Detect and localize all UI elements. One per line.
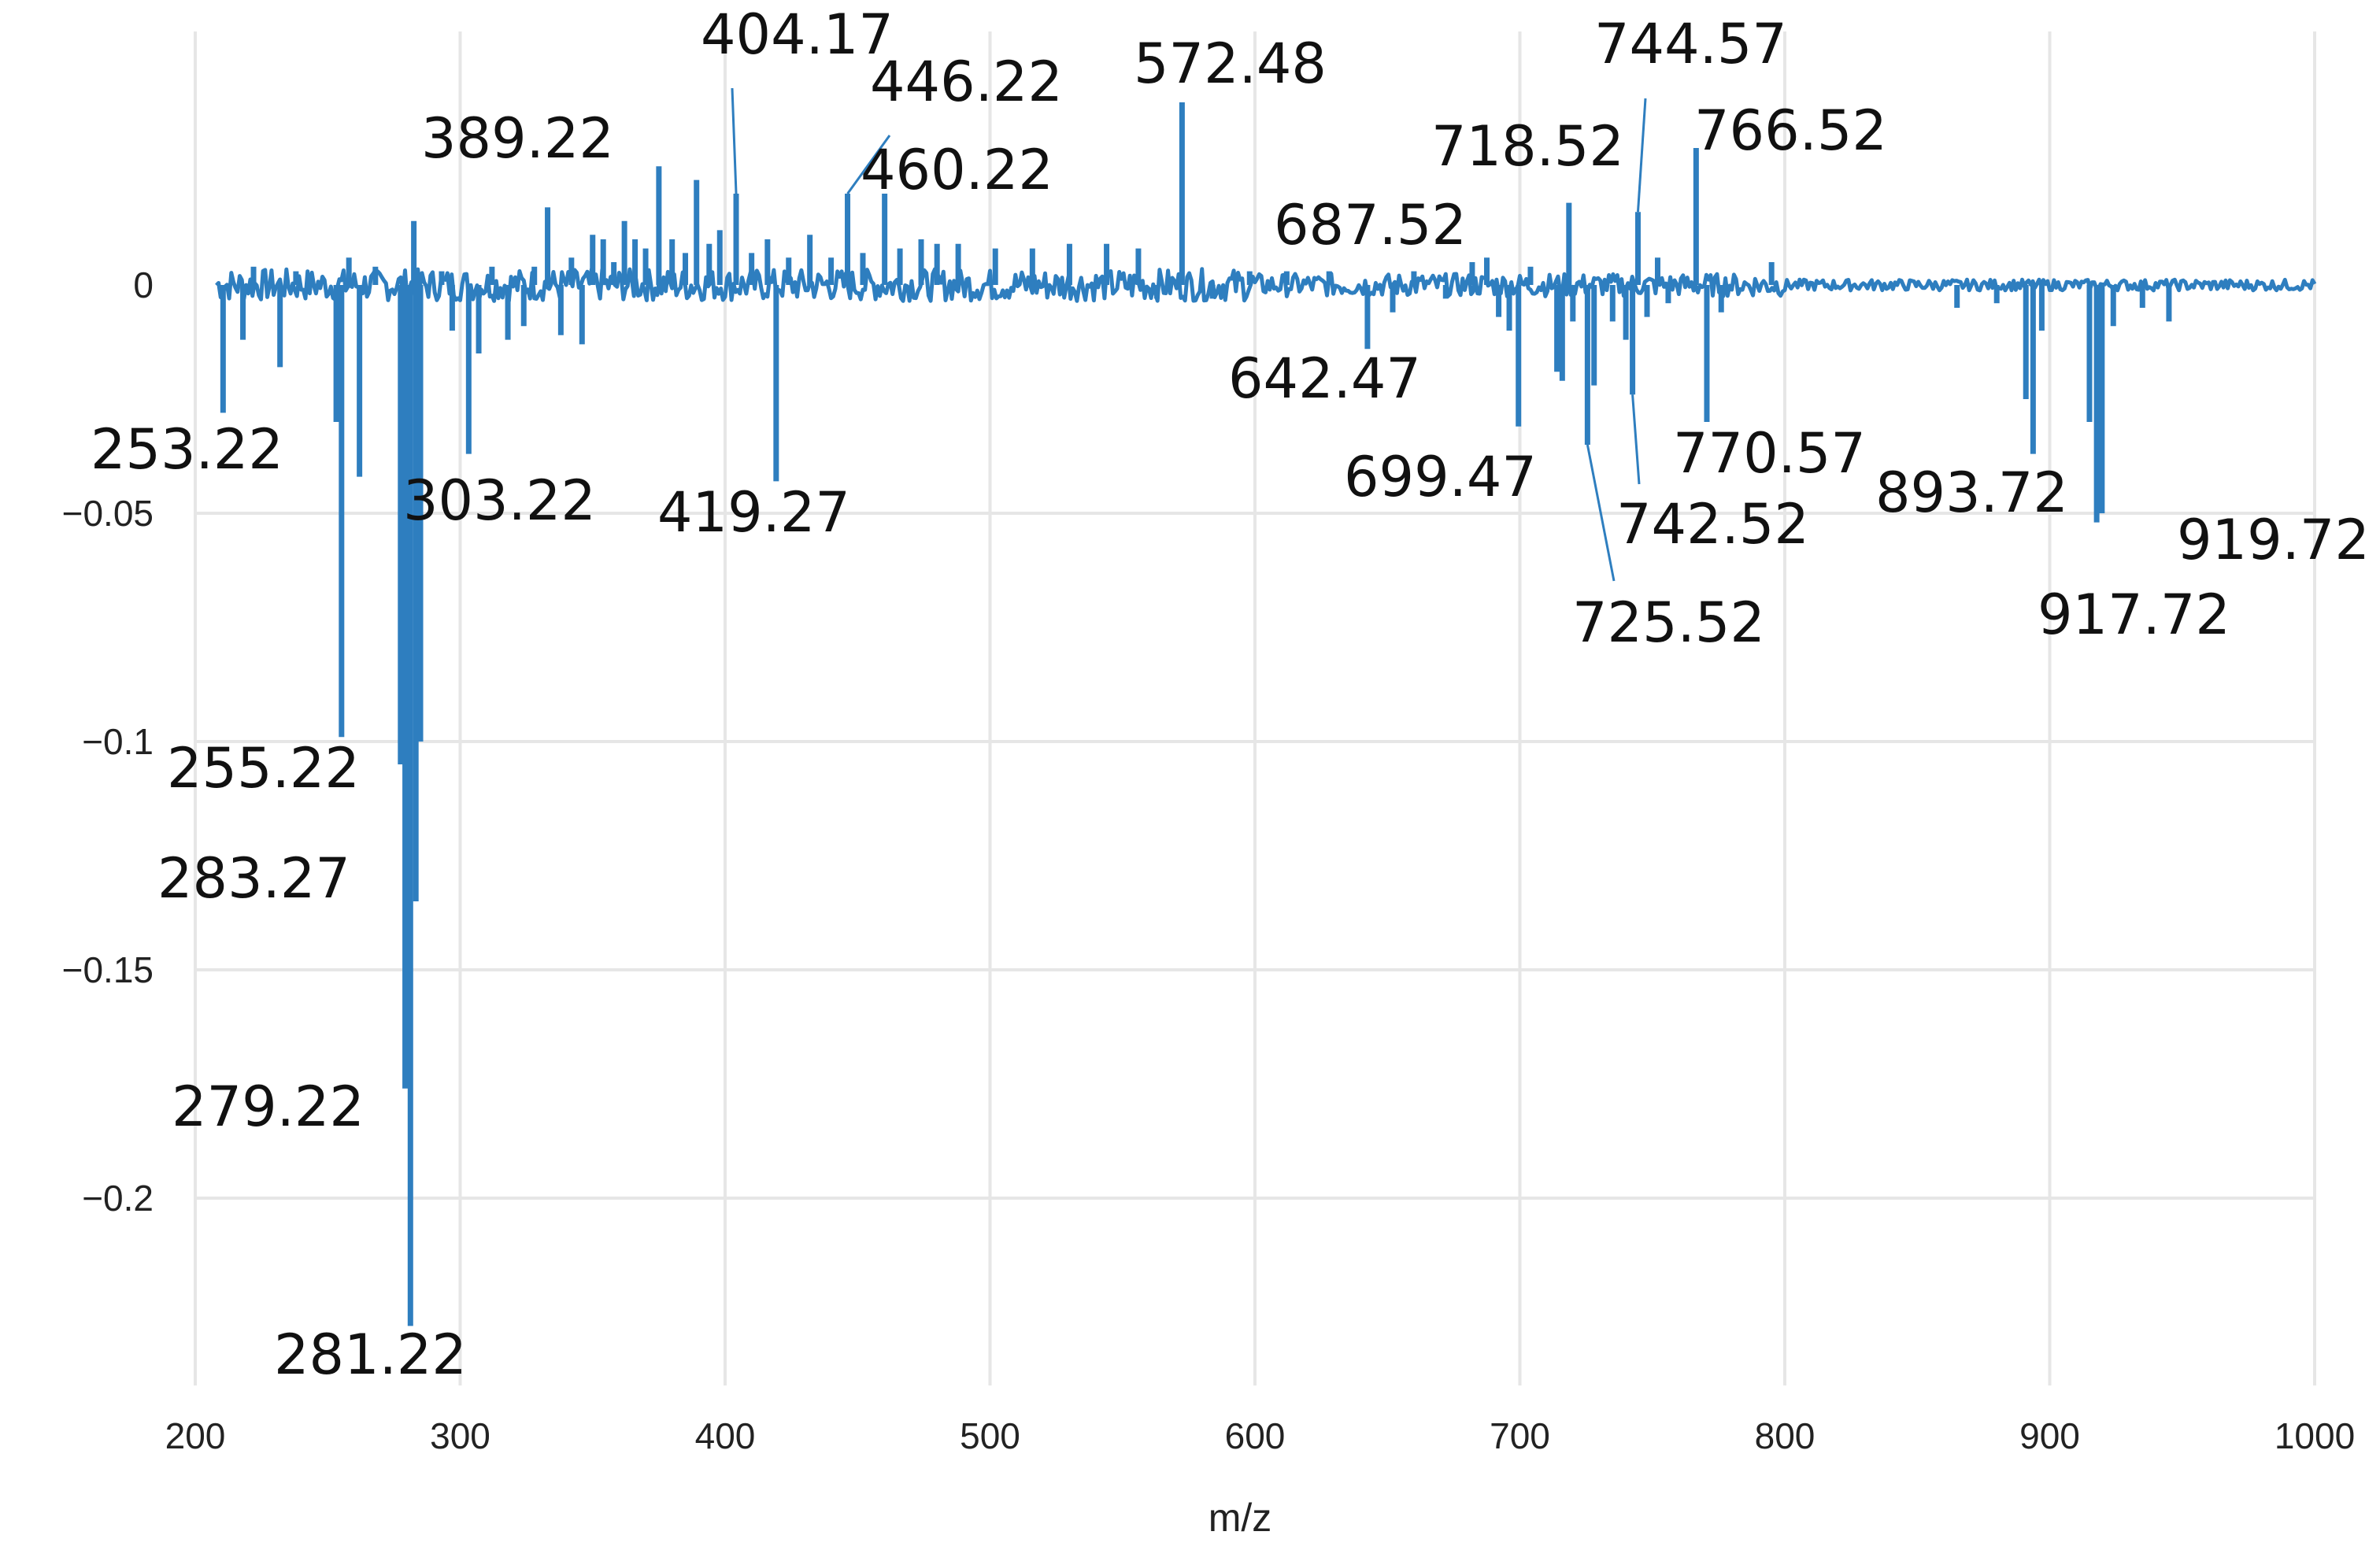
x-tick-label: 500 (960, 1415, 1020, 1456)
x-tick-label: 200 (165, 1415, 226, 1456)
y-axis-ticks: 0 −0.05 −0.1 −0.15 −0.2 (62, 264, 154, 1219)
peak-label: 419.27 (657, 480, 850, 545)
x-tick-label: 1000 (2275, 1415, 2355, 1456)
peak-label: 766.52 (1694, 98, 1887, 163)
peak-label: 389.22 (421, 106, 614, 171)
peak-label: 770.57 (1673, 421, 1866, 486)
annotation-leader-line (1631, 394, 1641, 485)
spectrum-baseline (215, 267, 2317, 303)
peak-label: 725.52 (1572, 590, 1765, 655)
peak-label: 446.22 (870, 50, 1063, 114)
y-tick-label: −0.2 (82, 1178, 154, 1219)
peak-label: 742.52 (1616, 492, 1809, 557)
peak-label: 893.72 (1875, 461, 2068, 525)
y-tick-label: −0.05 (62, 493, 154, 534)
annotation-leader-line (1586, 444, 1616, 582)
peak-label: 279.22 (172, 1075, 365, 1139)
peak-label: 699.47 (1344, 445, 1537, 509)
peak-label: 460.22 (861, 138, 1053, 202)
peak-labels: 253.22 255.22 283.27 279.22 281.22 303.22 389.… (91, 2, 2370, 1387)
peak-label: 572.48 (1134, 31, 1327, 96)
x-tick-label: 800 (1755, 1415, 1816, 1456)
x-tick-label: 900 (2019, 1415, 2080, 1456)
peak-label: 404.17 (701, 2, 894, 67)
y-tick-label: −0.15 (62, 949, 154, 990)
peak-label: 919.72 (2177, 508, 2370, 572)
peak-label: 744.57 (1594, 12, 1787, 76)
annotation-leader-line (731, 87, 738, 194)
peak-label: 917.72 (2038, 583, 2230, 647)
x-axis-title: m/z (1209, 1496, 1272, 1540)
y-tick-label: 0 (133, 264, 154, 305)
peak-label: 253.22 (91, 417, 283, 482)
peak-label: 687.52 (1274, 193, 1467, 257)
peak-label: 255.22 (167, 736, 360, 801)
y-tick-label: −0.1 (82, 721, 154, 762)
peak-label: 303.22 (403, 468, 596, 533)
x-tick-label: 700 (1490, 1415, 1550, 1456)
x-tick-label: 600 (1225, 1415, 1286, 1456)
annotation-leader-line (1636, 98, 1647, 213)
gridlines (194, 31, 2316, 1385)
x-tick-label: 300 (430, 1415, 490, 1456)
x-tick-label: 400 (695, 1415, 756, 1456)
annotation-leader-line (846, 135, 891, 194)
peak-label: 642.47 (1228, 346, 1421, 411)
peak-label: 718.52 (1431, 114, 1624, 179)
x-axis-ticks: 200 300 400 500 600 700 800 900 1000 (165, 1415, 2356, 1456)
annotation-leader-lines (731, 87, 1647, 582)
spectrum-series (215, 102, 2317, 1326)
peak-label: 281.22 (274, 1322, 467, 1387)
peak-label: 283.27 (157, 846, 350, 911)
